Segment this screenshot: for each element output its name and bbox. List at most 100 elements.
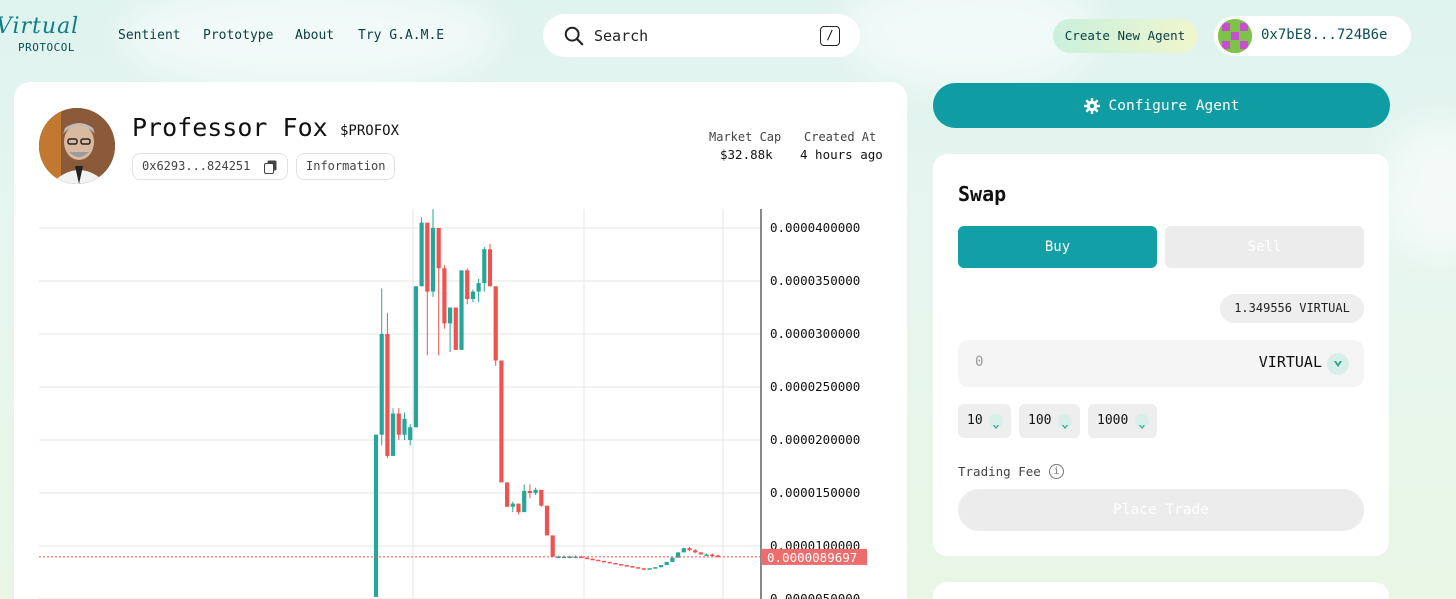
amount-value: 0 (975, 354, 984, 370)
secondary-panel (933, 582, 1389, 599)
search-bar[interactable]: Search / (543, 14, 860, 57)
candle-body (373, 434, 379, 597)
wallet-button[interactable]: 0x7bE8...724B6e (1214, 16, 1411, 56)
candle-body (402, 418, 407, 435)
nav-link-about[interactable]: About (295, 28, 335, 43)
search-shortcut-key: / (820, 26, 840, 46)
candle-body (596, 559, 601, 562)
candle-body (379, 334, 384, 435)
background-cloud (120, 0, 500, 90)
candle-body (670, 557, 675, 562)
market-cap-label: Market Cap (709, 130, 782, 144)
candle-body (630, 566, 635, 568)
candle-body (544, 505, 550, 536)
contract-address: 0x6293...824251 (142, 159, 251, 173)
candle-body (527, 490, 532, 493)
candle-body (413, 286, 418, 428)
current-price-tag (761, 548, 867, 565)
swap-panel: Swap Buy Sell 1.349556 VIRTUAL 0 VIRTUAL… (933, 154, 1389, 556)
amount-input[interactable]: 0 VIRTUAL (958, 340, 1364, 387)
candle-body (533, 489, 538, 493)
search-icon (564, 26, 584, 46)
candle-body (584, 557, 589, 560)
candle-body (465, 270, 470, 300)
candle-body (391, 413, 396, 456)
quick-amount-100[interactable]: 100 (1019, 404, 1080, 438)
candle-body (556, 556, 561, 559)
candle-body (579, 556, 584, 559)
virtual-protocol-logo[interactable]: Virtual PROTOCOL (0, 14, 100, 58)
candle-body (653, 567, 658, 569)
y-tick-label: 0.0000250000 (770, 379, 860, 394)
information-button[interactable]: Information (296, 153, 396, 180)
background-cloud (1380, 120, 1456, 260)
copy-icon[interactable] (264, 160, 277, 174)
candle-body (664, 561, 669, 566)
candle-body (704, 554, 709, 556)
candle-body (613, 562, 618, 565)
contract-address-pill[interactable]: 0x6293...824251 (132, 153, 288, 180)
configure-agent-button[interactable]: Configure Agent (933, 83, 1390, 128)
candle-body (459, 270, 464, 350)
configure-agent-label: Configure Agent (1108, 97, 1240, 114)
virtual-token-icon (1058, 414, 1072, 429)
candle-body (419, 222, 424, 287)
quick-amount-10[interactable]: 10 (958, 404, 1011, 438)
nav-link-try-game[interactable]: Try G.A.M.E (358, 28, 445, 43)
candle-body (676, 552, 681, 558)
candle-body (430, 228, 436, 292)
candle-body (436, 228, 441, 269)
balance-badge: 1.349556 VIRTUAL (1220, 294, 1364, 323)
candle-body (647, 568, 652, 570)
candle-body (693, 550, 698, 553)
candle-body (641, 568, 646, 570)
gear-icon (1083, 97, 1100, 114)
logo-script-text: Virtual (0, 14, 80, 39)
candle-body (658, 565, 664, 568)
candle-body (396, 413, 401, 435)
nav-link-prototype[interactable]: Prototype (203, 28, 274, 43)
candle-body (590, 558, 595, 561)
candle-body (715, 555, 721, 558)
price-candlestick-chart[interactable]: 0.0000400000 0.0000350000 0.0000300000 0.00… (39, 209, 879, 599)
quick-amount-1000[interactable]: 1000 (1088, 404, 1157, 438)
agent-name: Professor Fox (132, 113, 328, 142)
candle-body (516, 503, 521, 513)
quick-amount-label: 100 (1028, 413, 1052, 428)
candle-body (470, 291, 475, 300)
search-input[interactable]: Search (594, 27, 649, 45)
create-new-agent-button[interactable]: Create New Agent (1053, 19, 1197, 53)
agent-ticker: $PROFOX (340, 123, 400, 139)
info-icon[interactable]: i (1049, 464, 1064, 479)
y-tick-label: 0.0000400000 (770, 220, 860, 235)
quick-amount-label: 10 (967, 413, 983, 428)
y-tick-label: 0.0000200000 (770, 432, 860, 447)
trading-fee-label: Trading Fee (958, 464, 1041, 479)
quick-amount-label: 1000 (1097, 413, 1129, 428)
candle-body (487, 249, 493, 287)
candle-body (408, 427, 413, 440)
candle-body (476, 283, 481, 292)
candle-body (636, 567, 641, 569)
candle-body (493, 286, 498, 361)
candle-body (385, 334, 390, 456)
amount-unit: VIRTUAL (1258, 353, 1322, 371)
tab-buy[interactable]: Buy (958, 226, 1157, 268)
candle-body (448, 307, 453, 324)
candle-body (687, 548, 692, 551)
virtual-token-icon (989, 414, 1003, 429)
candle-body (442, 268, 447, 324)
candle-body (681, 548, 686, 553)
candle-body (482, 249, 487, 284)
place-trade-button[interactable]: Place Trade (958, 489, 1364, 531)
tab-sell[interactable]: Sell (1165, 226, 1364, 268)
candle-body (567, 556, 572, 559)
candle-body (505, 482, 510, 507)
swap-title: Swap (958, 182, 1007, 206)
y-tick-label: 0.0000350000 (770, 273, 860, 288)
nav-link-sentient[interactable]: Sentient (118, 28, 181, 43)
candle-body (624, 565, 629, 567)
candle-body (510, 503, 515, 507)
wallet-address: 0x7bE8...724B6e (1261, 27, 1388, 43)
candle-body (619, 564, 624, 566)
